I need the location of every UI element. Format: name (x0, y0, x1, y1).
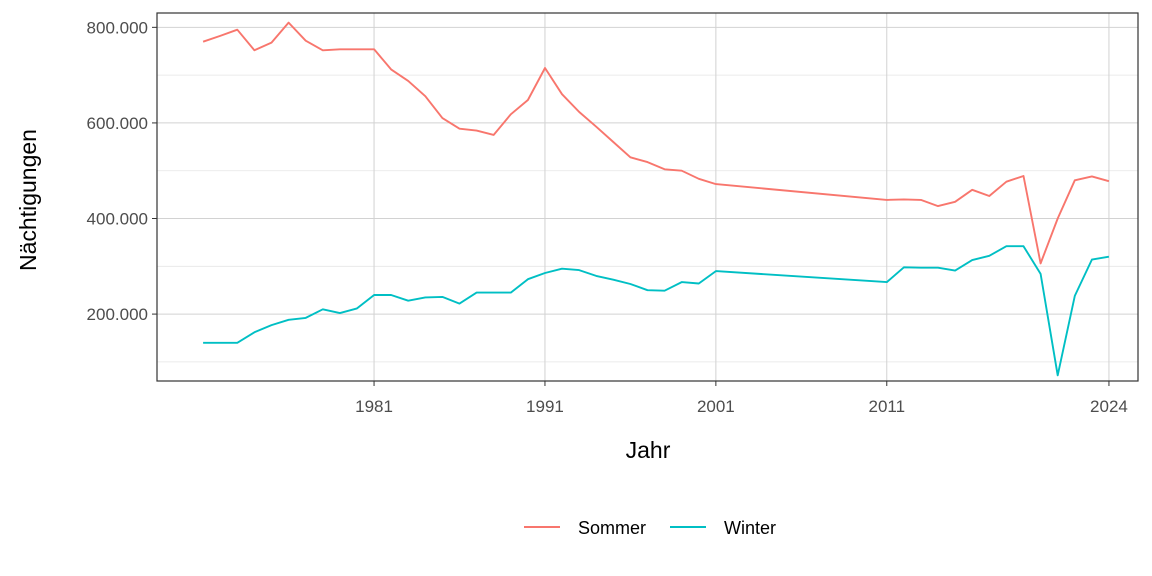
y-tick-label: 800.000 (87, 18, 148, 37)
series-line-winter (203, 245, 1110, 377)
x-axis-title: Jahr (626, 437, 671, 463)
legend: Sommer Winter (524, 518, 776, 538)
legend-label-winter: Winter (724, 518, 776, 538)
y-tick-label: 600.000 (87, 114, 148, 133)
x-tick-label: 1981 (355, 397, 393, 416)
legend-label-sommer: Sommer (578, 518, 646, 538)
y-tick-label: 200.000 (87, 305, 148, 324)
x-tick-label: 2001 (697, 397, 735, 416)
x-tick-label: 2011 (868, 397, 905, 416)
series-lines (202, 21, 1110, 377)
y-axis-title: Nächtigungen (15, 129, 41, 271)
axes: 200.000 400.000 600.000 800.000 1981 1991 2001… (87, 18, 1128, 416)
x-tick-label: 2024 (1090, 397, 1128, 416)
grid-lines (157, 13, 1138, 381)
series-line-sommer (202, 21, 1110, 265)
plot-panel-border (156, 12, 1139, 382)
x-tick-label: 1991 (526, 397, 564, 416)
y-tick-label: 400.000 (87, 210, 148, 229)
